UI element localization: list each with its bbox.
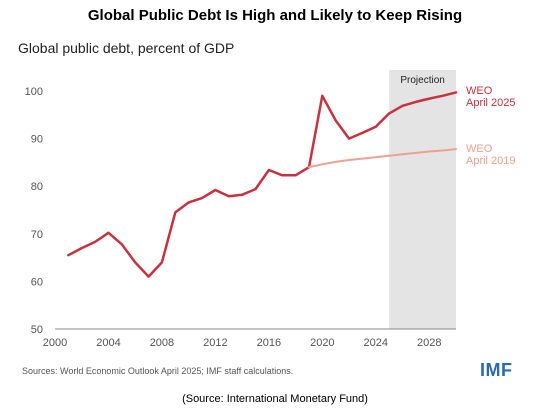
x-tick-label: 2012 [203,337,227,349]
x-tick-label: 2000 [43,337,67,349]
y-tick-label: 60 [31,276,43,288]
chart-title: Global Public Debt Is High and Likely to… [87,7,463,24]
x-tick-label: 2020 [310,337,334,349]
x-tick-label: 2024 [364,337,388,349]
y-tick-label: 70 [31,229,43,241]
y-tick-label: 80 [31,181,43,193]
y-tick-label: 90 [31,134,43,146]
y-tick-label: 100 [25,86,43,98]
y-tick-label: 50 [31,324,43,336]
x-tick-label: 2016 [257,337,281,349]
chart-subtitle: Global public debt, percent of GDP [18,40,235,56]
series-line-weo-april-2019 [308,148,457,169]
x-tick-label: 2004 [96,337,120,349]
series-label: April 2019 [466,155,516,167]
projection-band [389,70,456,329]
imf-logo: IMF [480,360,513,380]
series-line-weo-april-2025 [67,91,458,278]
series-label: April 2025 [466,97,516,109]
sources-note: Sources: World Economic Outlook April 20… [22,366,294,376]
x-tick-label: 2028 [417,337,441,349]
x-tick-label: 2008 [150,337,174,349]
series-label: WEO [466,85,493,97]
series-label: WEO [466,143,493,155]
projection-label: Projection [400,75,444,86]
source-credit: (Source: International Monetary Fund) [182,393,368,405]
